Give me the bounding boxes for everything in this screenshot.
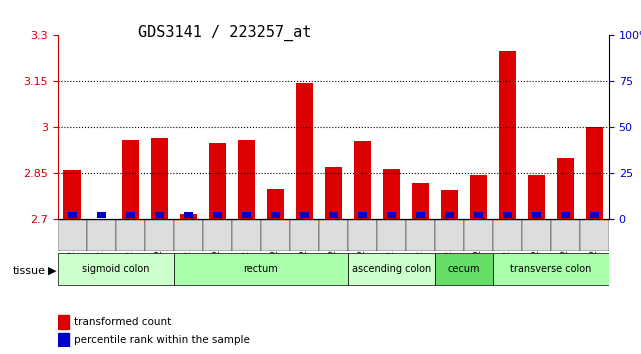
Bar [586,127,603,219]
Bar [412,183,429,219]
Bar [445,212,454,218]
Bar [58,333,69,347]
Text: tissue: tissue [13,266,46,276]
Bar [271,212,279,218]
Bar [63,170,81,219]
Text: sigmoid colon: sigmoid colon [82,264,149,274]
FancyBboxPatch shape [203,220,232,251]
FancyBboxPatch shape [435,253,493,285]
FancyBboxPatch shape [232,220,261,251]
Bar [354,141,371,219]
Bar [387,212,395,218]
Text: transverse colon: transverse colon [510,264,592,274]
FancyBboxPatch shape [290,220,319,251]
Text: ascending colon: ascending colon [352,264,431,274]
FancyBboxPatch shape [116,220,145,251]
FancyBboxPatch shape [261,220,290,251]
FancyBboxPatch shape [493,253,609,285]
Bar [499,51,516,219]
Bar [440,190,458,219]
FancyBboxPatch shape [435,220,464,251]
Bar [358,212,367,218]
Bar [296,83,313,219]
Bar [155,212,163,218]
Bar [561,212,570,218]
Bar [474,212,483,218]
FancyBboxPatch shape [348,253,435,285]
Bar [184,212,192,218]
Bar [416,212,425,218]
FancyBboxPatch shape [145,220,174,251]
Bar [528,175,545,219]
FancyBboxPatch shape [580,220,609,251]
Bar [300,212,309,218]
Bar [557,158,574,219]
Text: transformed count: transformed count [74,317,172,327]
Bar [179,214,197,219]
Bar [532,212,541,218]
Text: GDS3141 / 223257_at: GDS3141 / 223257_at [138,25,311,41]
Bar [238,140,255,219]
FancyBboxPatch shape [406,220,435,251]
FancyBboxPatch shape [522,220,551,251]
Bar [470,175,487,219]
Bar [590,212,599,218]
Bar [68,212,76,218]
Bar [267,189,284,219]
Bar [97,212,106,218]
FancyBboxPatch shape [464,220,493,251]
FancyBboxPatch shape [551,220,580,251]
FancyBboxPatch shape [319,220,348,251]
FancyBboxPatch shape [87,220,116,251]
FancyBboxPatch shape [174,220,203,251]
Bar [324,167,342,219]
Bar [329,212,338,218]
FancyBboxPatch shape [493,220,522,251]
Bar [213,212,222,218]
FancyBboxPatch shape [377,220,406,251]
Bar [58,315,69,329]
Bar [151,138,168,219]
FancyBboxPatch shape [58,253,174,285]
Bar [242,212,251,218]
FancyBboxPatch shape [58,220,87,251]
Text: percentile rank within the sample: percentile rank within the sample [74,335,250,345]
Bar [383,169,400,219]
Bar [503,212,512,218]
Bar [126,212,135,218]
Bar [122,140,139,219]
Text: cecum: cecum [447,264,480,274]
Bar [208,143,226,219]
Text: rectum: rectum [244,264,278,274]
FancyBboxPatch shape [348,220,377,251]
FancyBboxPatch shape [174,253,348,285]
Text: ▶: ▶ [48,266,56,276]
